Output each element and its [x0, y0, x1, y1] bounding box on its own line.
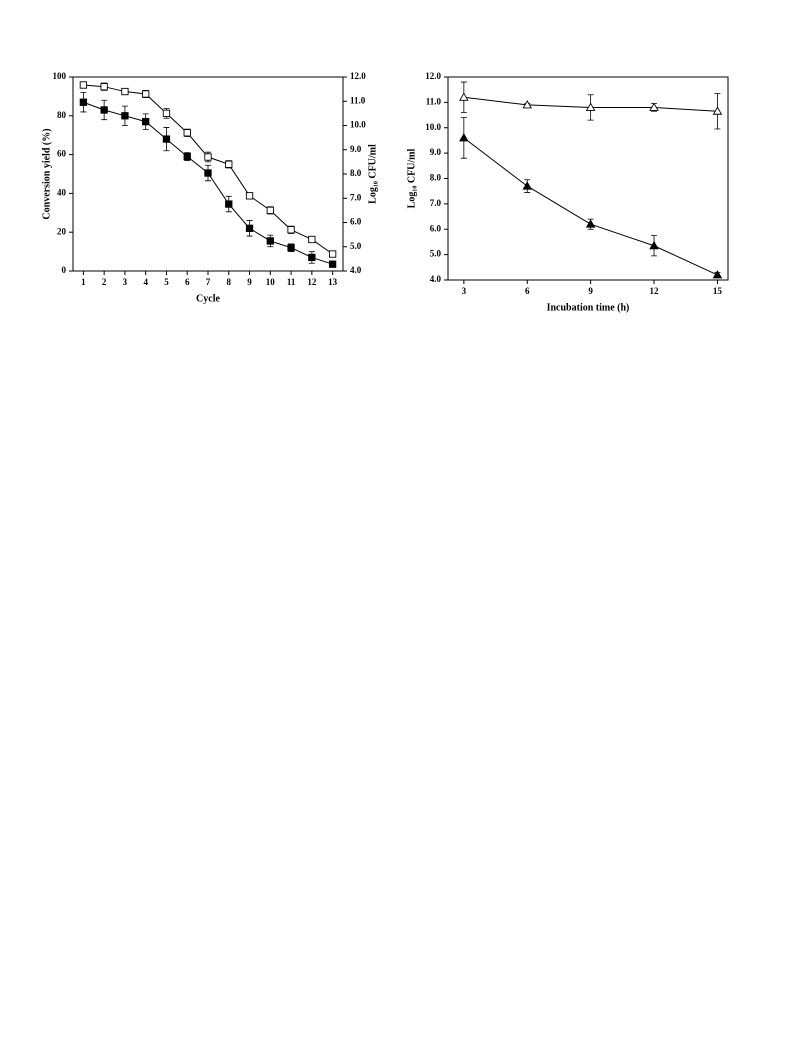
marker	[585, 219, 596, 228]
marker	[183, 152, 191, 161]
marker	[649, 102, 659, 111]
marker	[204, 153, 212, 161]
x-tick-label: 1	[81, 277, 86, 287]
marker	[162, 109, 171, 118]
marker	[522, 181, 533, 190]
marker	[225, 200, 233, 208]
x-tick-label: 13	[328, 277, 338, 287]
x-tick-label: 6	[185, 277, 190, 287]
marker	[328, 260, 337, 268]
x-tick-label: 12	[307, 277, 317, 287]
series-line	[83, 101, 333, 265]
marker	[712, 106, 723, 115]
x-tick-label: 15	[713, 286, 723, 296]
x-tick-label: 11	[287, 277, 296, 287]
y2-tick-label: 4.0	[350, 265, 362, 275]
marker	[79, 98, 88, 106]
marker	[121, 112, 129, 120]
marker	[459, 92, 469, 101]
marker	[204, 169, 212, 177]
y2-tick-label: 9.0	[350, 144, 362, 154]
x-tick-label: 5	[164, 277, 169, 287]
x-tick-label: 2	[102, 277, 107, 287]
y-tick-label: 9.0	[430, 147, 442, 157]
marker	[585, 102, 596, 111]
marker	[287, 244, 295, 252]
marker	[245, 224, 254, 232]
marker	[142, 117, 150, 126]
marker	[100, 106, 108, 114]
y-tick-label: 7.0	[430, 198, 442, 208]
y-tick-label: 100	[53, 71, 67, 81]
marker	[712, 270, 723, 279]
marker	[183, 129, 191, 137]
marker	[649, 240, 659, 250]
x-tick-label: 3	[123, 277, 128, 287]
y-tick-label: 80	[57, 110, 67, 120]
x-tick-label: 6	[525, 286, 530, 296]
x-tick-label: 10	[266, 277, 276, 287]
marker	[266, 237, 274, 245]
y2-tick-label: 12.0	[350, 71, 366, 81]
y-tick-label: 6.0	[430, 223, 442, 233]
y-tick-label: 11.0	[426, 96, 442, 106]
x-tick-label: 3	[462, 286, 467, 296]
y-tick-label: 8.0	[430, 173, 442, 183]
y-tick-label: 60	[57, 149, 67, 159]
y2-tick-label: 6.0	[350, 217, 362, 227]
marker	[245, 192, 254, 200]
marker	[308, 235, 316, 244]
x-tick-label: 4	[143, 277, 148, 287]
y-axis-label: Log₁₀ CFU/ml	[406, 148, 417, 208]
y-axis-label: Conversion yield (%)	[41, 128, 52, 219]
x-axis-label: Cycle	[196, 293, 220, 304]
y-tick-label: 4.0	[430, 274, 442, 284]
marker	[459, 132, 469, 142]
y-tick-label: 40	[57, 187, 67, 197]
y-tick-label: 0	[62, 265, 67, 275]
marker	[225, 160, 233, 168]
marker	[287, 226, 295, 234]
x-axis-label: Incubation time (h)	[547, 302, 630, 313]
x-tick-label: 8	[227, 277, 232, 287]
y-tick-label: 12.0	[425, 71, 441, 81]
y-tick-label: 10.0	[425, 122, 441, 132]
y2-tick-label: 8.0	[350, 168, 362, 178]
y2-tick-label: 5.0	[350, 241, 362, 251]
y-tick-label: 20	[57, 226, 67, 236]
x-tick-label: 12	[650, 286, 660, 296]
x-tick-label: 9	[247, 277, 252, 287]
y2-tick-label: 10.0	[350, 120, 366, 130]
marker	[79, 81, 88, 89]
x-tick-label: 7	[206, 277, 211, 287]
y2-axis-label: Log₁₀ CFU/ml	[367, 144, 378, 204]
marker	[142, 90, 150, 98]
marker	[100, 83, 108, 91]
series-line	[463, 137, 718, 276]
y2-tick-label: 7.0	[350, 192, 362, 202]
marker	[522, 100, 533, 109]
marker	[266, 206, 274, 215]
marker	[328, 250, 337, 258]
marker	[162, 135, 171, 143]
marker	[308, 253, 316, 262]
y2-tick-label: 11.0	[350, 95, 366, 105]
x-tick-label: 9	[588, 286, 593, 296]
marker	[121, 87, 129, 96]
y-tick-label: 5.0	[430, 249, 442, 259]
